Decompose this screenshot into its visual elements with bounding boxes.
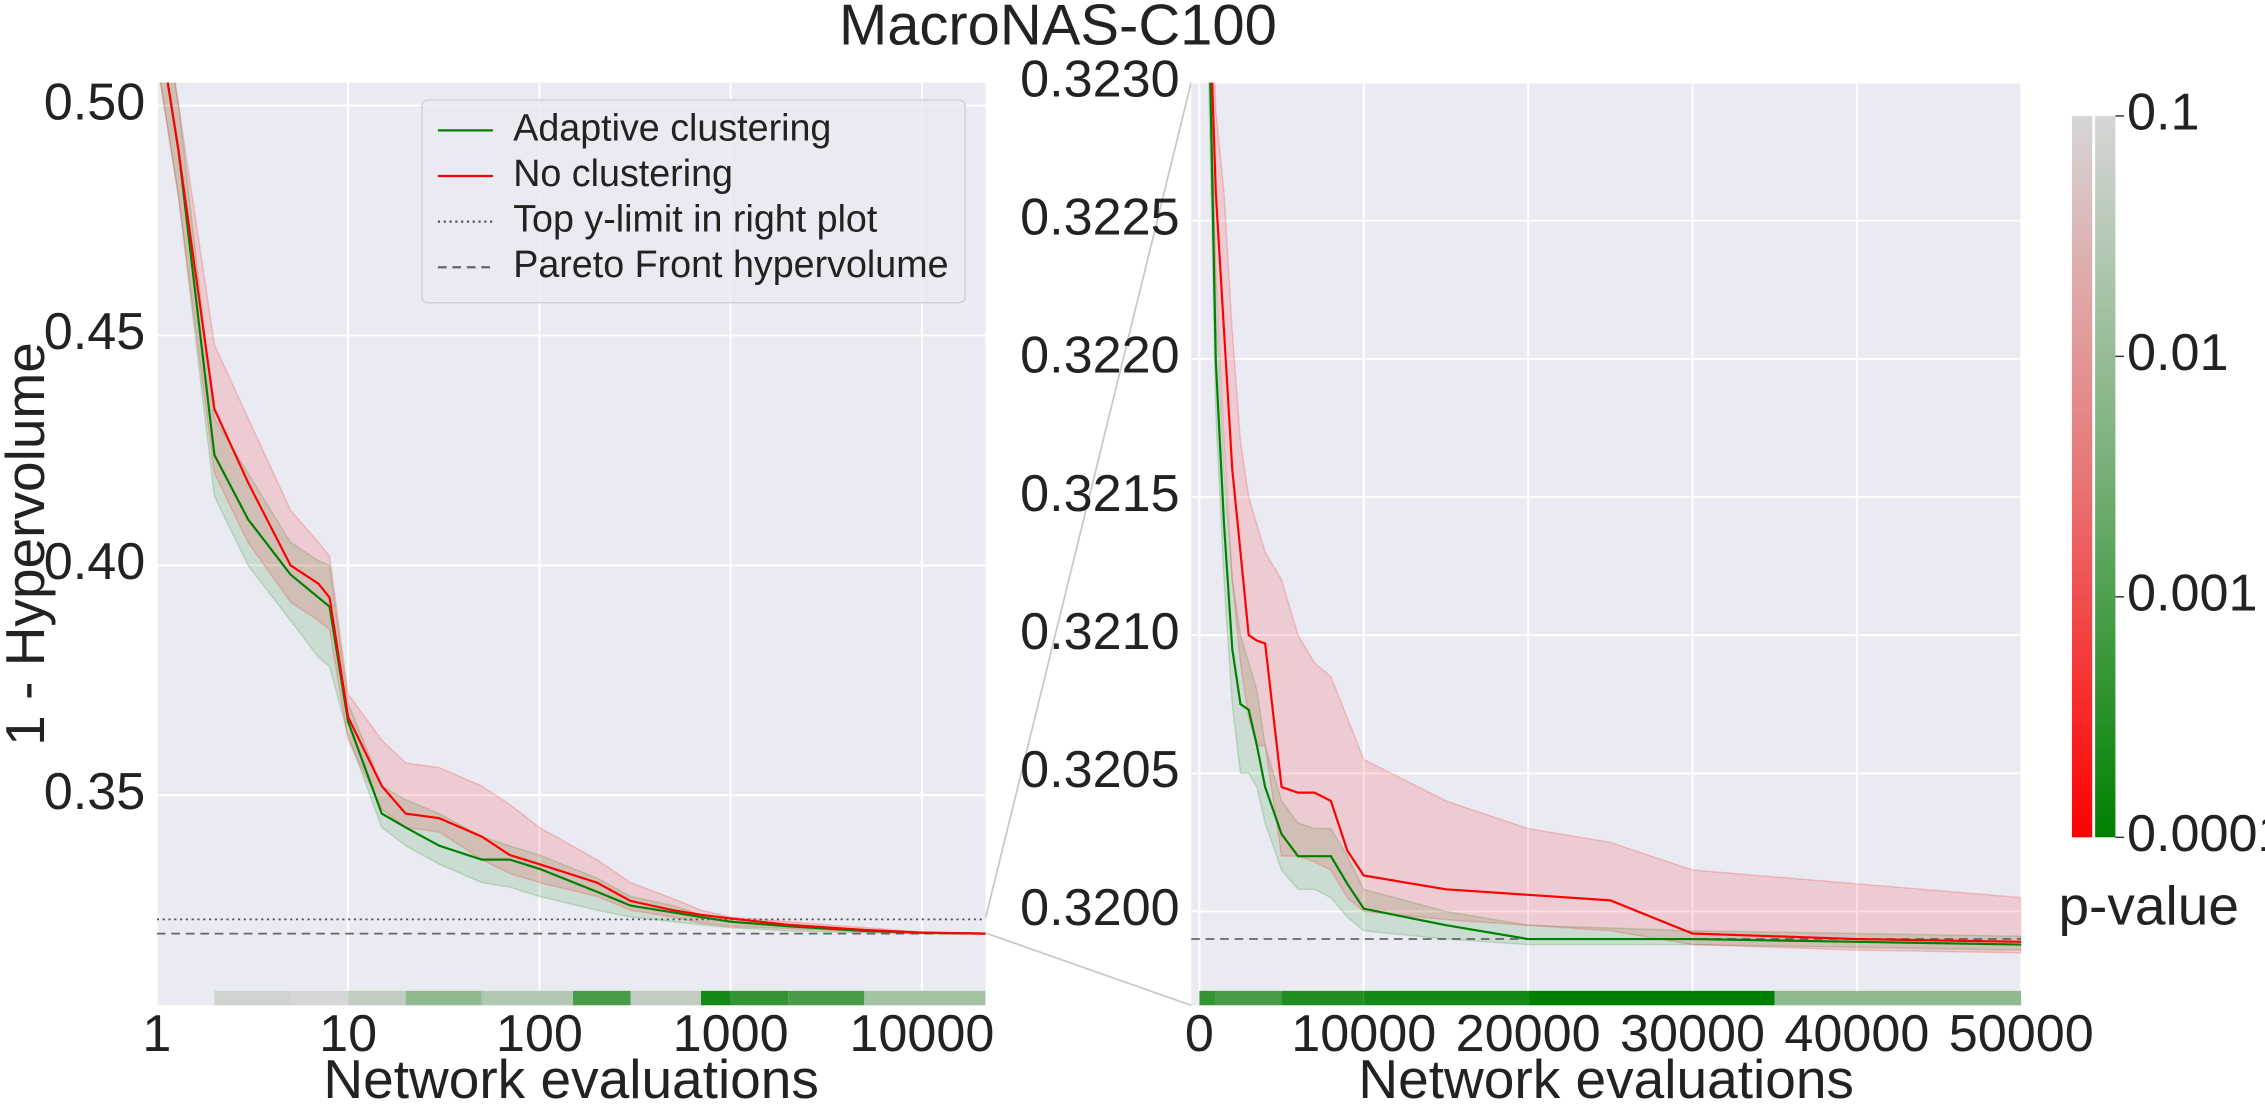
y-tick-label: 0.50: [44, 73, 145, 131]
x-tick-label: 1: [142, 1005, 171, 1063]
legend-box: [421, 99, 966, 304]
x-axis-label: Network evaluations: [1358, 1048, 1854, 1110]
series-line: [166, 82, 986, 935]
colorbar-half: [2071, 115, 2093, 838]
series-line: [1209, 82, 2022, 946]
series-line: [166, 82, 986, 935]
legend-label: Adaptive clustering: [513, 106, 831, 148]
legend-label: Pareto Front hypervolume: [513, 243, 948, 285]
significance-segment: [730, 990, 789, 1006]
y-tick-label: 0.3205: [1020, 741, 1179, 799]
x-tick-label: 30000: [1620, 1005, 1765, 1063]
y-axis-label: 1 - Hypervolume: [0, 342, 56, 746]
colorbar-half: [2095, 115, 2116, 838]
significance-segment: [788, 990, 865, 1006]
legend-label: No clustering: [513, 152, 733, 194]
y-tick-label: 0.35: [44, 763, 145, 821]
significance-segment: [214, 990, 291, 1006]
plot-data: [156, 82, 986, 1006]
colorbar-label: p-value: [2058, 874, 2239, 936]
significance-segment: [290, 990, 349, 1006]
significance-segment: [1774, 990, 2022, 1006]
x-tick-label: 0: [1185, 1005, 1214, 1063]
colorbar-tick-label: 0.001: [2127, 565, 2257, 623]
series-line: [1211, 82, 2022, 943]
plot-background: [1191, 82, 2022, 1006]
x-tick-label: 10000: [849, 1005, 994, 1063]
x-tick-label: 1000: [673, 1005, 789, 1063]
significance-segment: [573, 990, 631, 1006]
y-tick-label: 0.40: [44, 533, 145, 591]
significance-segment: [1363, 990, 1529, 1006]
significance-segment: [864, 990, 986, 1006]
y-tick-label: 0.3220: [1020, 327, 1179, 385]
y-tick-label: 0.3200: [1020, 879, 1179, 937]
plot: 0.3200 0.3205 0.3210 0.3215 0.3220 0.3225 0.32…: [1020, 50, 2094, 1110]
significance-segment: [1528, 990, 1775, 1006]
legend-label: Top y-limit in right plot: [513, 198, 878, 240]
x-tick-label: 10: [319, 1005, 377, 1063]
significance-segment: [481, 990, 574, 1006]
zoom-connector: [985, 932, 1192, 1007]
significance-segment: [405, 990, 482, 1006]
confidence-band: [1209, 82, 2022, 954]
plot-data: [1191, 82, 2022, 1006]
significance-segment: [1281, 990, 1364, 1006]
confidence-band: [159, 82, 986, 935]
confidence-band: [159, 82, 986, 935]
x-tick-label: 10000: [1291, 1005, 1436, 1063]
significance-segment: [348, 990, 406, 1006]
y-tick-label: 0.3210: [1020, 603, 1179, 661]
zoom-connector: [984, 82, 1193, 919]
significance-segment: [1199, 990, 1216, 1006]
significance-segment: [630, 990, 701, 1006]
colorbar-tick-label: 0.01: [2127, 324, 2228, 382]
x-tick-label: 50000: [1949, 1005, 2094, 1063]
y-tick-label: 0.3230: [1020, 50, 1179, 108]
significance-segment: [1215, 990, 1282, 1006]
colorbar-tick-label: 0.1: [2127, 84, 2199, 142]
x-axis-label: Network evaluations: [323, 1048, 819, 1110]
confidence-band: [1208, 82, 2022, 951]
figure-title: MacroNAS-C100: [839, 0, 1277, 57]
significance-segment: [700, 990, 731, 1006]
y-tick-label: 0.3225: [1020, 188, 1179, 246]
y-tick-label: 0.45: [44, 303, 145, 361]
y-tick-label: 0.3215: [1020, 465, 1179, 523]
x-tick-label: 100: [496, 1005, 583, 1063]
plot: 0.35 0.40 0.45 0.50 1 10 100 1000 10000 Network e…: [0, 73, 994, 1110]
x-tick-label: 20000: [1456, 1005, 1601, 1063]
x-tick-label: 40000: [1784, 1005, 1929, 1063]
